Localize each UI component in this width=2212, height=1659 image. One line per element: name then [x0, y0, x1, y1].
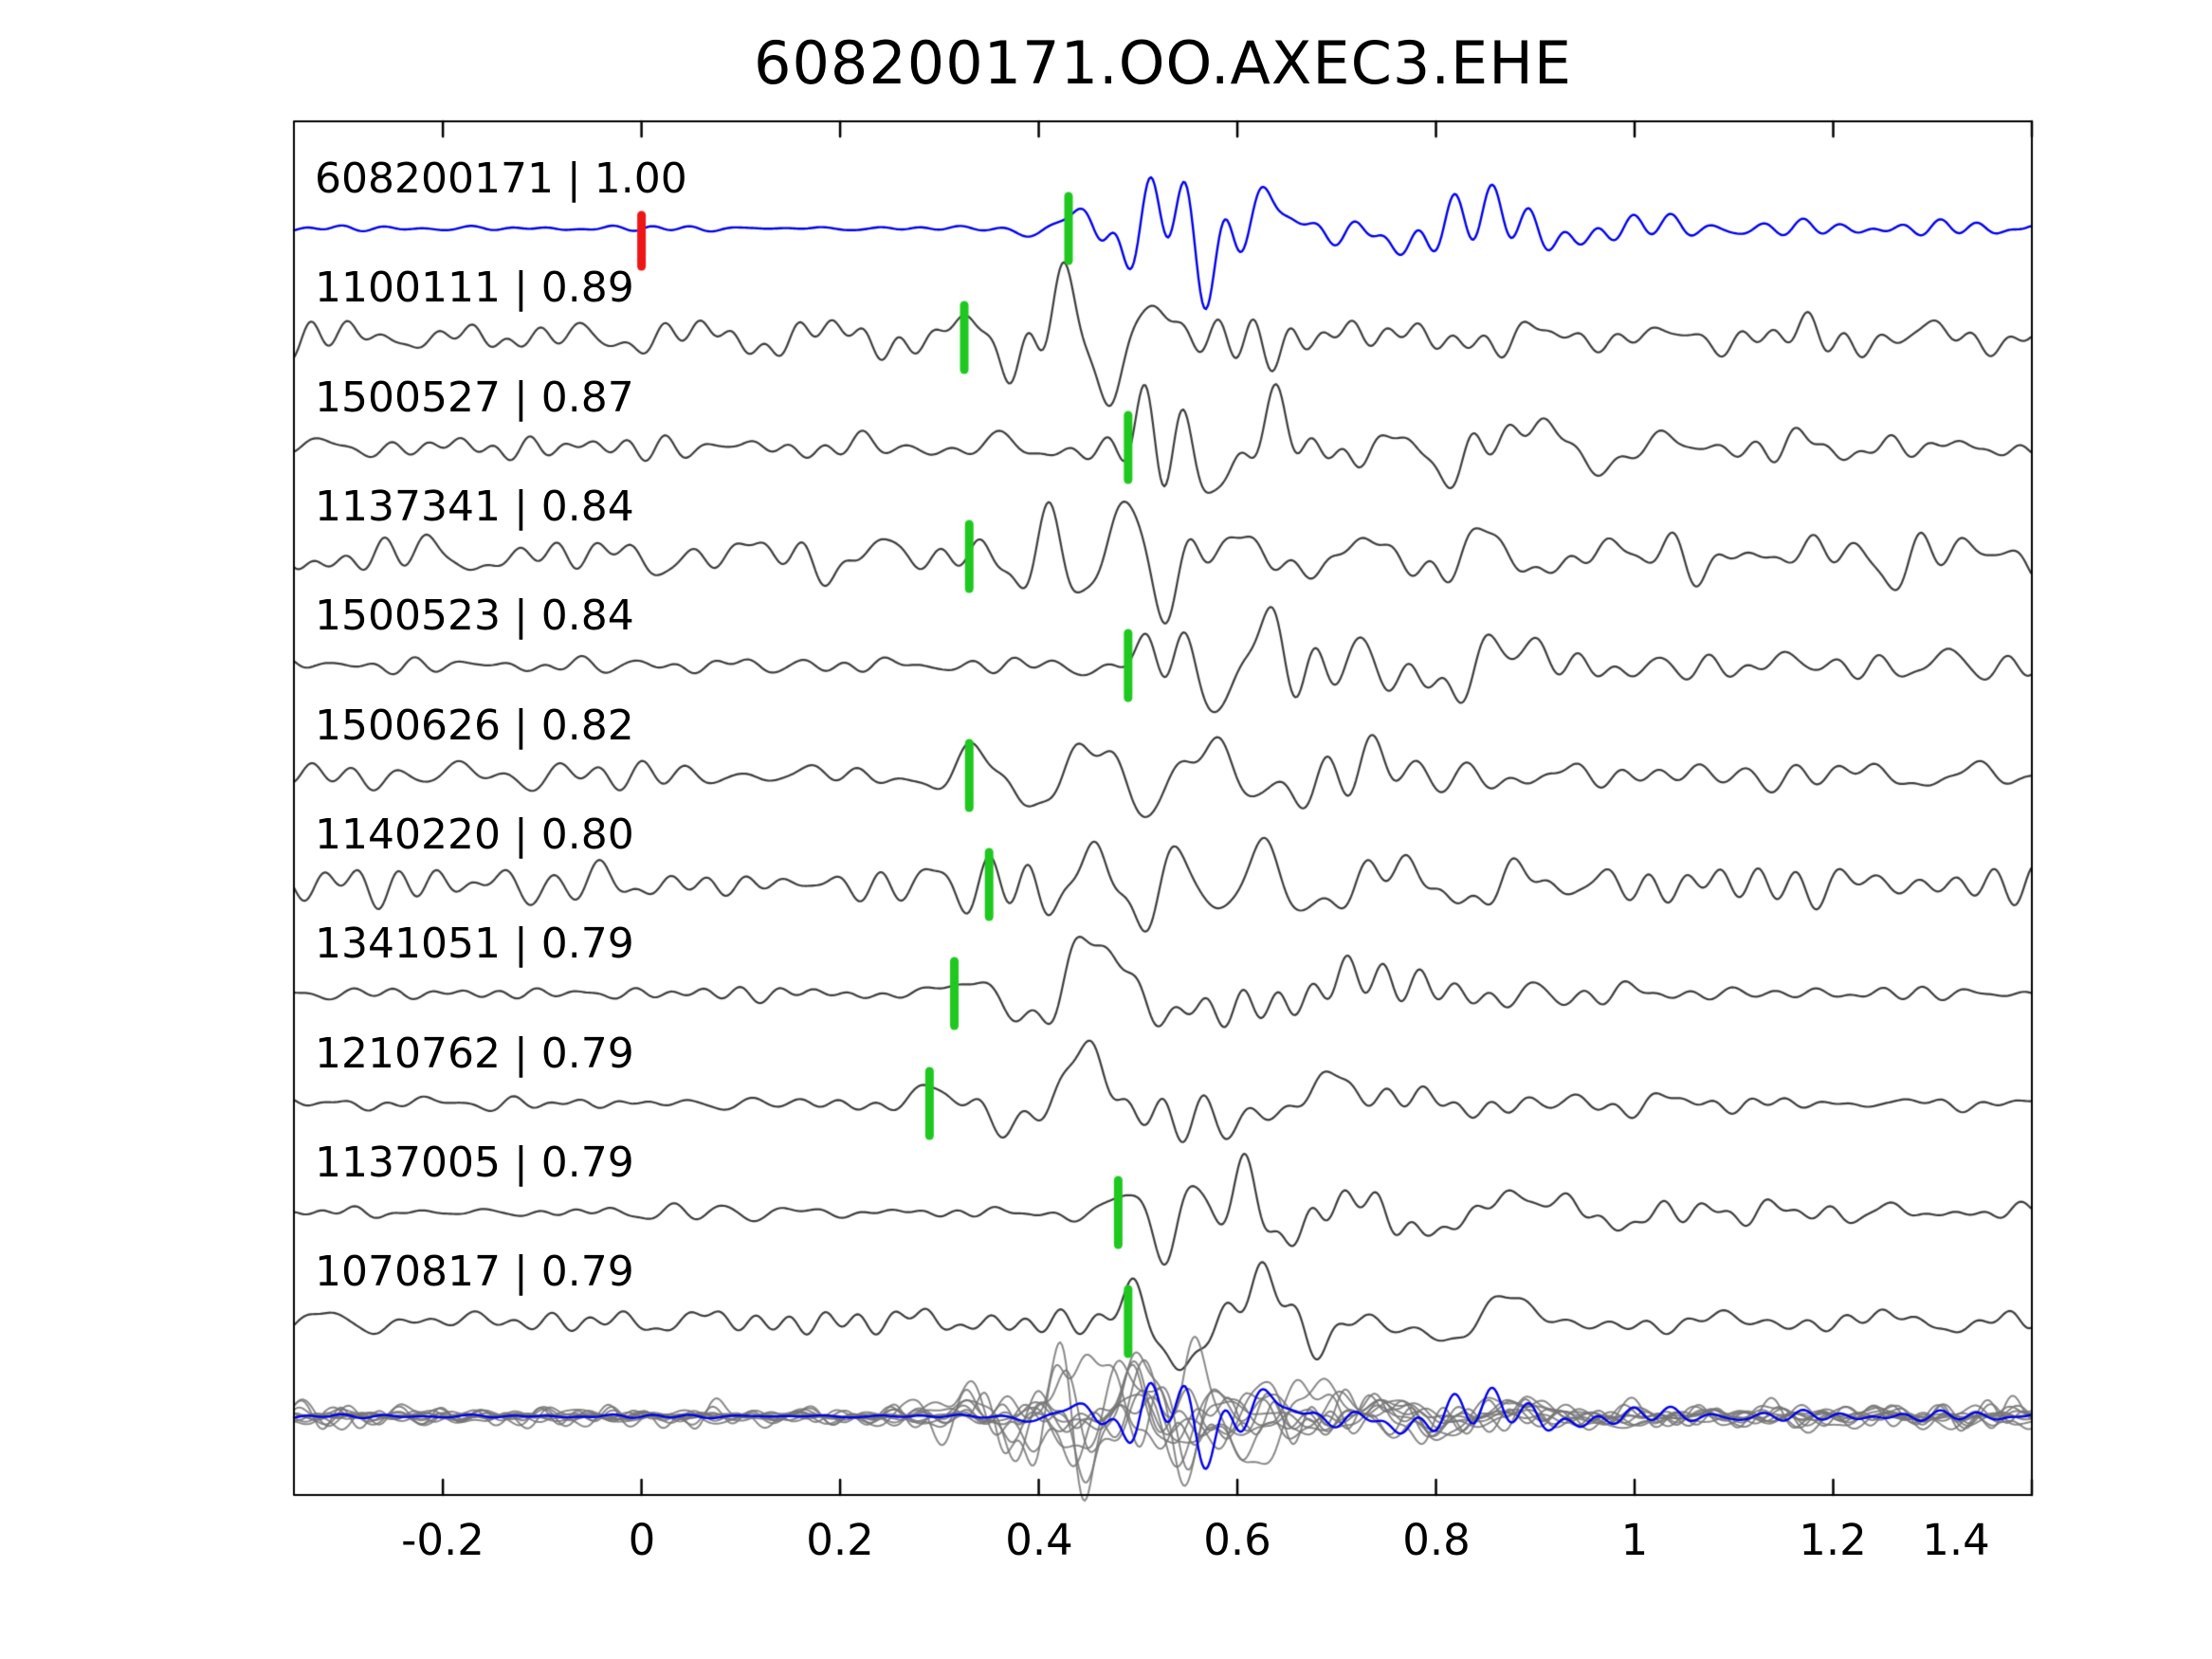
trace-label-1100111: 1100111 | 0.89: [315, 264, 634, 312]
trace-label-1137005: 1137005 | 0.79: [315, 1139, 634, 1187]
trace-label-1137341: 1137341 | 0.84: [315, 483, 634, 531]
x-tick-label: 1: [1620, 1515, 1649, 1565]
chart-title: 608200171.OO.AXEC3.EHE: [754, 28, 1572, 98]
x-tick-label: -0.2: [401, 1515, 484, 1565]
trace-label-1140220: 1140220 | 0.80: [315, 811, 634, 859]
trace-label-1500626: 1500626 | 0.82: [315, 702, 634, 750]
trace-label-1500527: 1500527 | 0.87: [315, 374, 634, 422]
trace-label-1500523: 1500523 | 0.84: [315, 592, 634, 640]
x-tick-label: 0: [628, 1515, 656, 1565]
x-tick-label: 0.8: [1402, 1515, 1471, 1565]
x-tick-label: 1.4: [1922, 1515, 1990, 1565]
trace-label-1070817: 1070817 | 0.79: [315, 1248, 634, 1296]
trace-label-1341051: 1341051 | 0.79: [315, 920, 634, 968]
x-tick-label: 0.2: [806, 1515, 874, 1565]
trace-label-608200171: 608200171 | 1.00: [315, 155, 687, 203]
x-tick-label: 0.4: [1005, 1515, 1073, 1565]
x-tick-label: 1.2: [1799, 1515, 1867, 1565]
x-tick-label: 0.6: [1203, 1515, 1271, 1565]
trace-label-1210762: 1210762 | 0.79: [315, 1030, 634, 1078]
